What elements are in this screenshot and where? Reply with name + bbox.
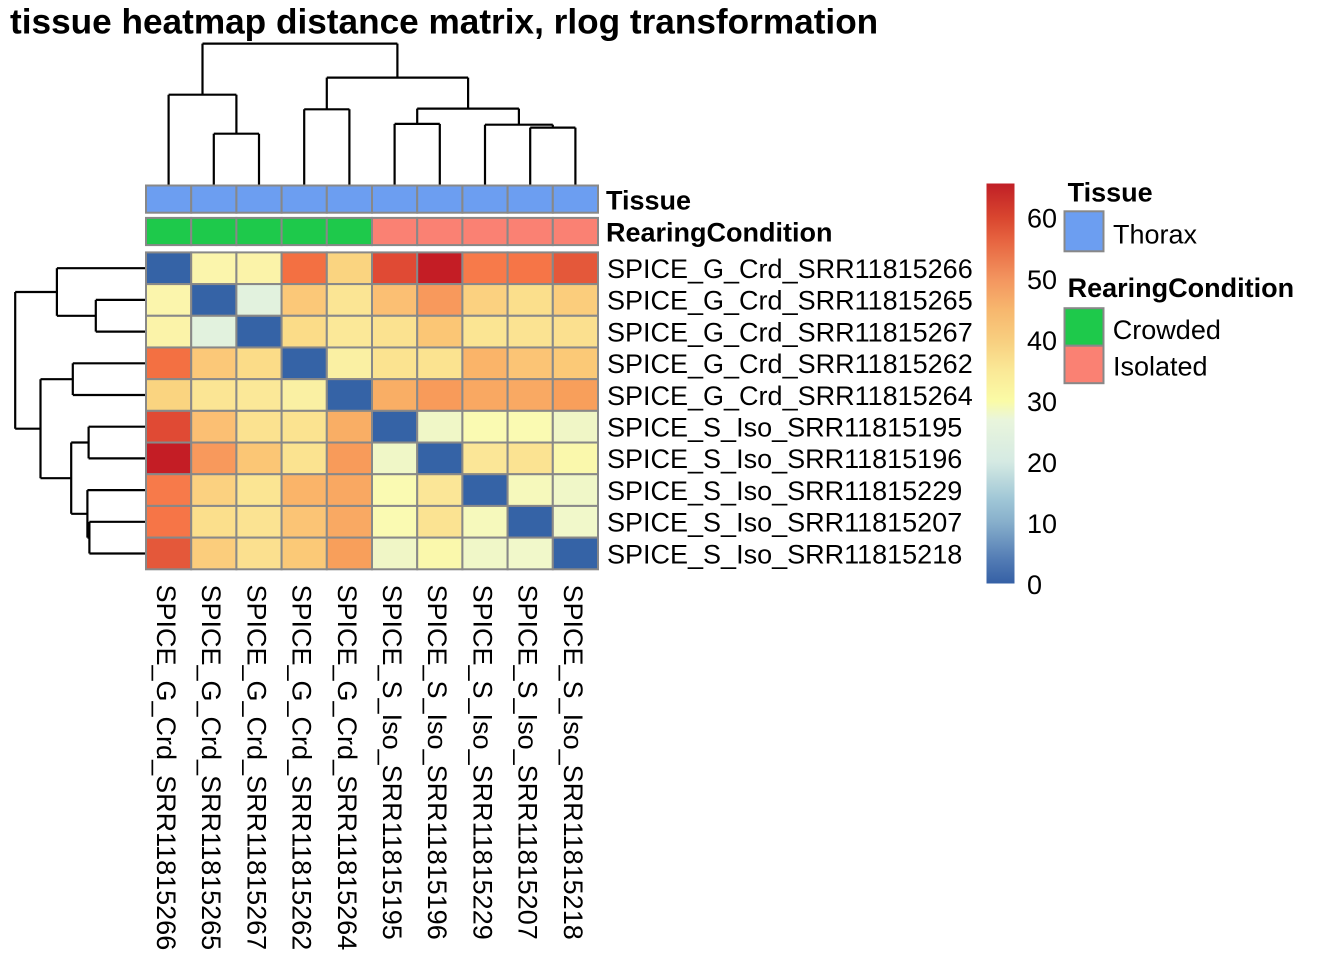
svg-text:20: 20 <box>1027 448 1057 478</box>
svg-text:SPICE_S_Iso_SRR11815195: SPICE_S_Iso_SRR11815195 <box>377 585 407 940</box>
svg-text:SPICE_S_Iso_SRR11815218: SPICE_S_Iso_SRR11815218 <box>607 539 962 569</box>
svg-text:SPICE_G_Crd_SRR11815262: SPICE_G_Crd_SRR11815262 <box>287 585 317 951</box>
svg-text:SPICE_S_Iso_SRR11815229: SPICE_S_Iso_SRR11815229 <box>607 476 962 506</box>
svg-text:tissue heatmap distance matrix: tissue heatmap distance matrix, rlog tra… <box>10 3 878 42</box>
svg-text:10: 10 <box>1027 509 1057 539</box>
svg-text:Tissue: Tissue <box>606 185 691 215</box>
svg-text:SPICE_S_Iso_SRR11815196: SPICE_S_Iso_SRR11815196 <box>422 585 452 940</box>
svg-text:Tissue: Tissue <box>1068 177 1153 207</box>
svg-text:SPICE_G_Crd_SRR11815266: SPICE_G_Crd_SRR11815266 <box>151 585 181 951</box>
svg-text:Isolated: Isolated <box>1113 352 1208 382</box>
svg-text:40: 40 <box>1027 326 1057 356</box>
svg-text:SPICE_S_Iso_SRR11815207: SPICE_S_Iso_SRR11815207 <box>513 585 543 940</box>
svg-text:Thorax: Thorax <box>1113 220 1198 250</box>
svg-text:SPICE_S_Iso_SRR11815196: SPICE_S_Iso_SRR11815196 <box>607 444 962 474</box>
svg-text:RearingCondition: RearingCondition <box>1068 273 1294 303</box>
svg-text:Crowded: Crowded <box>1113 315 1221 345</box>
svg-text:SPICE_S_Iso_SRR11815207: SPICE_S_Iso_SRR11815207 <box>607 508 962 538</box>
svg-text:0: 0 <box>1027 570 1042 600</box>
svg-text:SPICE_S_Iso_SRR11815195: SPICE_S_Iso_SRR11815195 <box>607 413 962 443</box>
svg-text:SPICE_G_Crd_SRR11815264: SPICE_G_Crd_SRR11815264 <box>607 381 973 411</box>
svg-text:SPICE_G_Crd_SRR11815265: SPICE_G_Crd_SRR11815265 <box>196 585 226 951</box>
svg-text:SPICE_G_Crd_SRR11815262: SPICE_G_Crd_SRR11815262 <box>607 349 973 379</box>
svg-text:SPICE_G_Crd_SRR11815267: SPICE_G_Crd_SRR11815267 <box>607 317 973 347</box>
svg-text:SPICE_S_Iso_SRR11815218: SPICE_S_Iso_SRR11815218 <box>558 585 588 940</box>
svg-text:30: 30 <box>1027 387 1057 417</box>
svg-text:60: 60 <box>1027 204 1057 234</box>
svg-text:SPICE_S_Iso_SRR11815229: SPICE_S_Iso_SRR11815229 <box>467 585 497 940</box>
svg-text:SPICE_G_Crd_SRR11815266: SPICE_G_Crd_SRR11815266 <box>607 254 973 284</box>
svg-text:50: 50 <box>1027 265 1057 295</box>
svg-text:SPICE_G_Crd_SRR11815267: SPICE_G_Crd_SRR11815267 <box>241 585 271 951</box>
svg-text:RearingCondition: RearingCondition <box>606 217 832 247</box>
svg-text:SPICE_G_Crd_SRR11815265: SPICE_G_Crd_SRR11815265 <box>607 286 973 316</box>
svg-text:SPICE_G_Crd_SRR11815264: SPICE_G_Crd_SRR11815264 <box>332 585 362 951</box>
